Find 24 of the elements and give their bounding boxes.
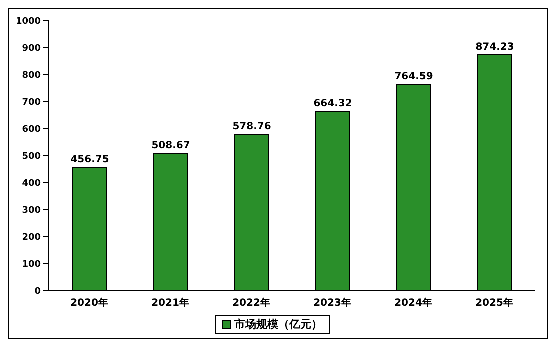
x-tick-label: 2020年 <box>70 297 108 310</box>
data-label: 508.67 <box>152 140 190 152</box>
y-tick-label: 800 <box>22 71 41 82</box>
x-tick-label: 2025年 <box>476 297 514 310</box>
x-tick-label: 2023年 <box>314 297 352 310</box>
x-tick-label: 2022年 <box>232 297 270 310</box>
y-tick-label: 100 <box>22 260 41 270</box>
y-tick-label: 400 <box>22 179 41 190</box>
data-label: 578.76 <box>232 122 272 133</box>
y-tick-label: 200 <box>22 233 41 244</box>
y-tick-label: 600 <box>22 125 41 136</box>
data-label: 874.23 <box>476 42 514 53</box>
legend-label: 市场规模（亿元） <box>234 317 322 332</box>
data-label: 664.32 <box>314 98 352 110</box>
y-tick-label: 0 <box>34 287 41 298</box>
y-tick-label: 700 <box>22 98 41 108</box>
y-tick-label: 500 <box>22 152 41 162</box>
y-tick-label: 900 <box>22 44 41 54</box>
y-tick-label: 1000 <box>16 17 41 28</box>
data-label: 764.59 <box>394 72 434 83</box>
data-label: 456.75 <box>70 154 110 166</box>
x-tick-label: 2024年 <box>394 297 432 310</box>
y-tick-label: 300 <box>22 206 41 216</box>
x-tick-label: 2021年 <box>152 297 190 310</box>
